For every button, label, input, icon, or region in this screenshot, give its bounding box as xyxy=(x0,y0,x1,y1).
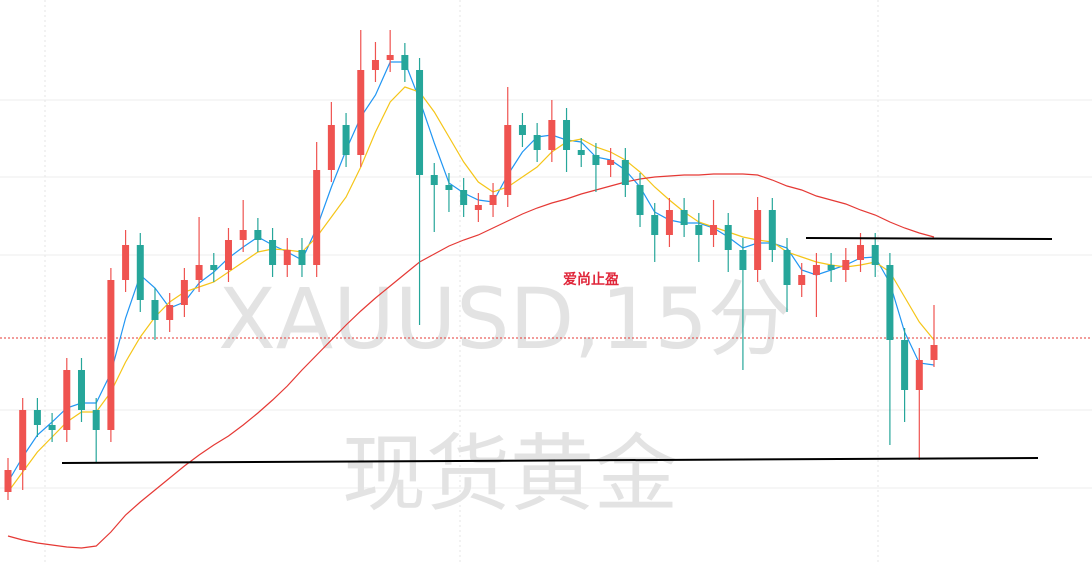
watermark: 现货黄金 xyxy=(342,425,678,523)
candle-body xyxy=(768,210,776,250)
candle-body xyxy=(195,265,203,280)
candle-body xyxy=(592,155,600,165)
watermark: XAUUSD,15分 xyxy=(218,270,792,368)
candle-body xyxy=(489,195,497,205)
candle-body xyxy=(224,240,232,270)
candle-body xyxy=(77,370,85,410)
candle-body xyxy=(783,250,791,285)
candle-body xyxy=(695,225,703,235)
candle-body xyxy=(518,125,526,135)
candle-body xyxy=(19,410,27,470)
candle-body xyxy=(269,240,277,265)
candle-body xyxy=(563,120,571,150)
candle-body xyxy=(342,125,350,155)
resistance-line xyxy=(805,237,1053,240)
candle-body xyxy=(798,275,806,285)
candle-body xyxy=(607,160,615,165)
candle-body xyxy=(857,245,865,260)
candle-body xyxy=(812,265,820,275)
candle-body xyxy=(254,230,262,240)
candle-body xyxy=(724,225,732,250)
candle-body xyxy=(180,280,188,305)
candle-body xyxy=(460,190,468,205)
plot xyxy=(4,30,938,549)
candle-body xyxy=(754,210,762,270)
candle-body xyxy=(739,250,747,270)
candle-body xyxy=(210,265,218,270)
candle-body xyxy=(283,250,291,265)
candle-body xyxy=(239,230,247,240)
candle-body xyxy=(430,175,438,185)
candle-body xyxy=(327,125,335,170)
candle-body xyxy=(930,345,938,360)
candle-body xyxy=(401,55,409,70)
candle-body xyxy=(651,215,659,235)
candle-body xyxy=(136,245,144,300)
candle-body xyxy=(122,245,130,280)
candle-body xyxy=(298,250,306,265)
candle-body xyxy=(386,55,394,60)
candle-body xyxy=(504,125,512,195)
candle-body xyxy=(871,245,879,265)
candle-body xyxy=(680,210,688,225)
candle-body xyxy=(474,205,482,210)
candle-body xyxy=(621,160,629,185)
candle-body xyxy=(548,120,556,150)
ma-line xyxy=(7,61,935,483)
candle-body xyxy=(371,60,379,70)
candle-body xyxy=(827,265,835,270)
candle-body xyxy=(710,225,718,235)
candle-body xyxy=(842,260,850,270)
candle-body xyxy=(107,280,115,430)
candle-body xyxy=(151,300,159,320)
candle-body xyxy=(313,170,321,265)
candle-body xyxy=(357,70,365,155)
support-line xyxy=(61,457,1039,464)
candle-body xyxy=(92,410,100,430)
candle-body xyxy=(886,265,894,340)
candle-body xyxy=(416,70,424,175)
candle-body xyxy=(48,425,56,430)
ma-line xyxy=(7,86,935,493)
candle-body xyxy=(665,210,673,235)
candle-body xyxy=(636,185,644,215)
candle-body xyxy=(33,410,41,425)
candle-body xyxy=(915,360,923,390)
candle-body xyxy=(63,370,71,430)
candle-body xyxy=(901,340,909,390)
ma-line xyxy=(7,173,935,549)
candle-body xyxy=(4,470,12,492)
candle-body xyxy=(577,150,585,155)
candle-body xyxy=(445,185,453,190)
candle-body xyxy=(166,305,174,320)
annotation: 爱尚止盈 xyxy=(563,271,619,288)
candle-body xyxy=(533,135,541,150)
